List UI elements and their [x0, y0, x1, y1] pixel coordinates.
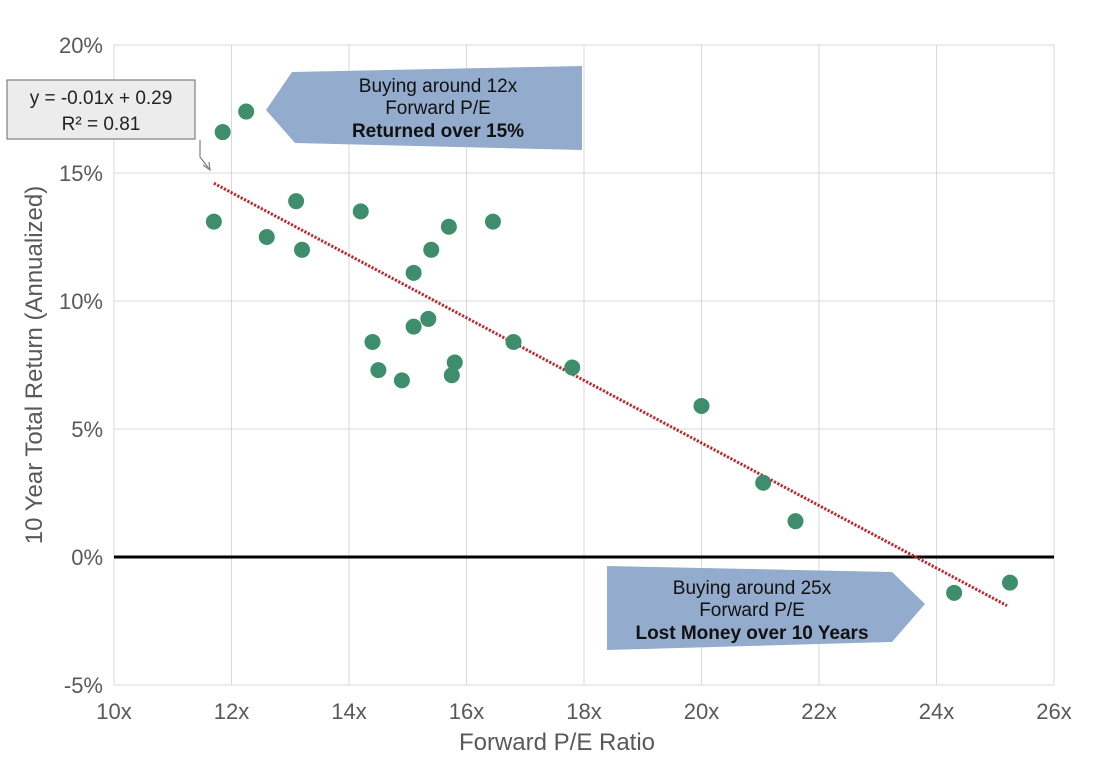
- data-point: [238, 103, 255, 120]
- trendline-layer: [213, 181, 1008, 607]
- callout-12x-arrow: [266, 66, 582, 150]
- x-tick-label: 14x: [331, 699, 366, 724]
- x-tick-label: 16x: [449, 699, 484, 724]
- data-point: [258, 229, 275, 245]
- y-tick-label: -5%: [64, 673, 103, 698]
- data-point: [564, 359, 581, 376]
- data-point: [1001, 574, 1018, 591]
- trendline-equation: y = -0.01x + 0.29: [30, 88, 173, 109]
- x-tick-label: 10x: [96, 699, 131, 724]
- data-point: [420, 310, 437, 327]
- data-points: [205, 103, 1018, 601]
- callout-12x-line-3: Returned over 15%: [352, 121, 524, 142]
- y-tick-label: 10%: [59, 289, 103, 314]
- callout-25x-line-3: Lost Money over 10 Years: [635, 623, 868, 644]
- x-axis-ticks: 10x 12x 14x 16x 18x 20x 22x 24x 26x: [96, 699, 1071, 724]
- callout-25x: Buying around 25x Forward P/E Lost Money…: [607, 566, 925, 650]
- data-point: [364, 333, 381, 350]
- data-point: [405, 318, 422, 335]
- y-tick-label: 5%: [71, 417, 103, 442]
- data-point: [446, 354, 463, 371]
- x-tick-label: 18x: [566, 699, 601, 724]
- y-axis-ticks: -5% 0% 5% 10% 15% 20%: [59, 33, 103, 698]
- data-point: [214, 124, 231, 141]
- data-point: [440, 218, 457, 235]
- data-point: [205, 213, 222, 230]
- equation-pointer-arrowhead: [202, 161, 211, 172]
- x-axis-title: Forward P/E Ratio: [459, 729, 655, 756]
- data-point: [505, 333, 522, 350]
- callout-12x-line-1: Buying around 12x: [359, 76, 518, 97]
- y-tick-label: 15%: [59, 161, 103, 186]
- data-point: [755, 474, 772, 491]
- x-tick-label: 12x: [214, 699, 249, 724]
- equation-pointer-arrow: [199, 140, 211, 171]
- callout-12x-line-2: Forward P/E: [385, 98, 491, 119]
- data-point: [946, 584, 963, 601]
- callout-25x-line-1: Buying around 25x: [673, 578, 832, 599]
- x-tick-label: 22x: [801, 699, 836, 724]
- data-point: [787, 513, 804, 530]
- callout-25x-line-2: Forward P/E: [699, 600, 805, 621]
- callout-25x-arrow: [607, 566, 925, 650]
- x-tick-label: 26x: [1036, 699, 1071, 724]
- callout-12x: Buying around 12x Forward P/E Returned o…: [266, 66, 582, 150]
- data-point: [484, 213, 501, 230]
- data-point: [352, 203, 369, 220]
- y-tick-label: 20%: [59, 33, 103, 58]
- data-point: [423, 241, 440, 258]
- data-point: [288, 193, 305, 210]
- data-point: [294, 241, 310, 258]
- y-axis-title: 10 Year Total Return (Annualized): [21, 186, 48, 544]
- trendline-equation-box: y = -0.01x + 0.29 R² = 0.81: [6, 79, 211, 172]
- data-point: [405, 264, 422, 281]
- data-point: [693, 397, 710, 414]
- y-tick-label: 0%: [71, 545, 103, 570]
- x-tick-label: 20x: [684, 699, 719, 724]
- data-point: [393, 372, 410, 389]
- data-point: [370, 362, 387, 379]
- data-point: [443, 367, 460, 384]
- trendline-r-squared: R² = 0.81: [62, 114, 141, 135]
- grid-lines: [113, 44, 1055, 686]
- trendline: [213, 181, 1008, 607]
- equation-box-background: [6, 79, 196, 140]
- x-tick-label: 24x: [919, 699, 954, 724]
